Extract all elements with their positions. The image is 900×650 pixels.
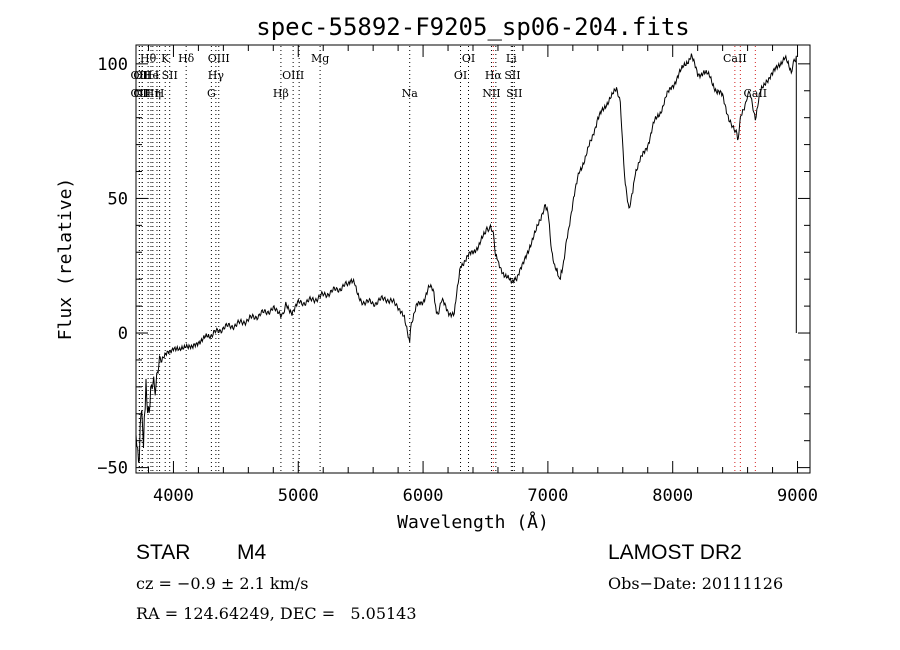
spectral-line-markers [138,46,756,472]
x-tick-label: 8000 [652,486,693,506]
line-label: OI [454,69,467,82]
survey-name: LAMOST DR2 [608,541,742,564]
x-tick-label: 5000 [278,486,319,506]
line-label: Hθ [140,52,157,65]
line-label: K [161,52,170,65]
line-label: G [207,87,216,100]
object-class: STAR [136,541,191,564]
line-label: Hα [485,69,503,82]
line-label: Li [506,52,517,65]
line-label: SII [162,69,178,82]
line-label: CaII [723,52,747,65]
y-axis-label: Flux (relative) [55,178,76,341]
line-label: OII [133,87,151,100]
object-subclass: M4 [237,541,267,564]
line-label: OII [131,87,149,100]
x-tick-label: 4000 [153,486,194,506]
line-label: OII [133,69,151,82]
line-label: H [155,87,165,100]
line-label: OIII [282,69,304,82]
line-label: Hγ [208,69,225,82]
y-tick-label: 50 [108,189,128,209]
x-tick-label: 9000 [777,486,818,506]
chart-title: spec-55892-F9205_sp06-204.fits [256,13,689,41]
y-tick-label: −50 [97,459,128,479]
axis-ticks: 4000 5000 6000 7000 8000 9000 −50 0 50 100 [97,45,818,506]
coordinates: RA = 124.64249, DEC = 5.05143 [136,604,417,623]
line-label: OI [462,52,475,65]
line-label: Na [402,87,419,100]
line-label: NII [482,87,500,100]
line-label: Hη [145,87,161,100]
x-tick-label: 6000 [403,486,444,506]
line-label: SII [504,69,520,82]
spectrum-series [135,53,797,464]
x-tick-label: 7000 [527,486,568,506]
y-tick-label: 100 [97,55,128,75]
line-label: Hδ [178,52,195,65]
observation-date: Obs−Date: 20111126 [608,574,784,593]
plot-frame [135,44,811,474]
line-label: SII [506,87,522,100]
spectrum-chart: spec-55892-F9205_sp06-204.fits OIIOIIOII… [55,13,818,533]
redshift-cz: cz = −0.9 ± 2.1 km/s [136,574,309,593]
line-label: Mg [311,52,329,65]
line-label: OII [131,69,149,82]
y-tick-label: 0 [118,324,128,344]
spectral-line-labels: OIIOIIOIIOIIHθHeHηIHKSIIHδGHγOIIIHβOIIIM… [131,52,768,100]
line-label: I [155,69,159,82]
x-axis-label: Wavelength (Å) [397,511,549,533]
line-label: Hβ [273,87,289,100]
line-label: He [143,69,159,82]
line-label: OIII [208,52,230,65]
